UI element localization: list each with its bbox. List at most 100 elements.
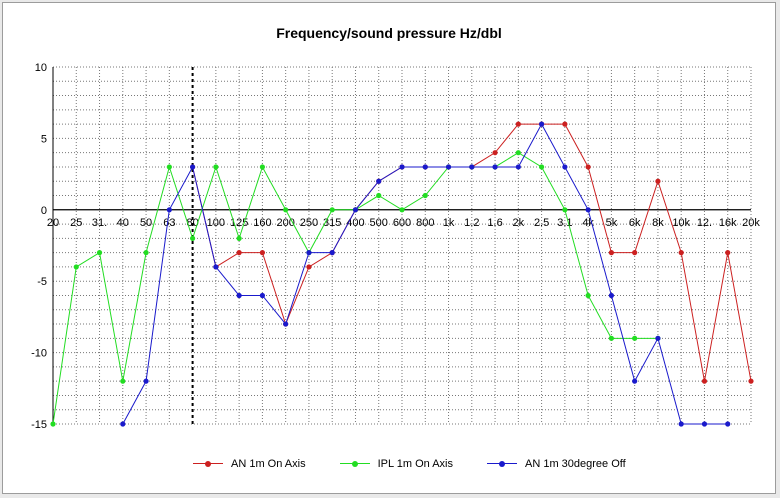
data-point xyxy=(539,121,545,127)
data-point xyxy=(445,164,452,170)
x-tick-label: 20 xyxy=(47,217,59,229)
data-point xyxy=(166,207,172,213)
x-tick-label: 5k xyxy=(606,217,618,229)
data-point xyxy=(213,164,219,170)
data-point xyxy=(515,121,521,127)
legend: AN 1m On Axis IPL 1m On Axis AN 1m 30degre… xyxy=(193,458,660,470)
x-tick-label: 4k xyxy=(582,217,594,229)
x-tick-label: 6k xyxy=(629,217,641,229)
data-point xyxy=(585,164,591,170)
series-line xyxy=(192,123,752,382)
x-tick-label: 315 xyxy=(323,217,341,229)
legend-item: AN 1m 30degree Off xyxy=(486,458,626,470)
chart-title: Frequency/sound pressure Hz/dbl xyxy=(276,25,502,41)
legend-swatch xyxy=(193,459,223,469)
x-tick-label: 3.1 xyxy=(557,217,572,229)
x-tick-label: 8k xyxy=(652,217,664,229)
y-tick-label: -5 xyxy=(37,276,47,288)
data-point xyxy=(585,207,591,213)
data-point xyxy=(166,164,172,170)
data-point xyxy=(632,250,638,256)
data-point xyxy=(725,421,731,427)
data-point xyxy=(120,378,126,384)
data-point xyxy=(329,250,335,256)
data-point xyxy=(306,250,312,256)
data-point xyxy=(376,192,382,199)
legend-swatch xyxy=(486,459,517,469)
data-point xyxy=(120,421,126,427)
x-tick-label: 10k xyxy=(672,217,690,229)
data-point xyxy=(748,378,754,384)
data-point xyxy=(143,250,149,256)
data-point xyxy=(399,164,405,170)
x-tick-label: 25 xyxy=(70,217,82,229)
data-point xyxy=(236,292,242,299)
data-point xyxy=(259,292,265,299)
data-point xyxy=(725,250,731,256)
series-3 xyxy=(120,121,731,427)
data-point xyxy=(562,164,568,170)
data-point xyxy=(422,192,428,199)
data-point xyxy=(143,378,149,384)
data-point xyxy=(701,378,708,384)
x-tick-label: 1.2 xyxy=(464,217,479,229)
data-point xyxy=(515,150,521,156)
data-point xyxy=(50,421,56,427)
series xyxy=(50,121,754,427)
data-point xyxy=(259,164,265,170)
x-tick-label: 50 xyxy=(140,217,152,229)
data-point xyxy=(236,250,242,256)
x-tick-label: 1k xyxy=(443,217,455,229)
data-point xyxy=(259,250,265,256)
data-point xyxy=(608,292,615,299)
y-tick-label: 5 xyxy=(41,133,47,145)
data-point xyxy=(701,421,708,427)
data-point xyxy=(539,164,545,170)
grid xyxy=(52,66,752,425)
y-tick-label: -10 xyxy=(31,348,47,360)
data-point xyxy=(73,264,79,270)
x-tick-label: 2.5 xyxy=(534,217,549,229)
data-point xyxy=(515,164,521,170)
x-tick-label: 250 xyxy=(300,217,318,229)
x-tick-label: 12. xyxy=(697,217,712,229)
data-point xyxy=(236,235,242,241)
y-tick-label: -15 xyxy=(31,419,47,431)
y-tick-label: 0 xyxy=(41,205,47,217)
data-point xyxy=(190,164,196,170)
x-tick-label: 600 xyxy=(393,217,411,229)
x-tick-label: 800 xyxy=(416,217,434,229)
data-point xyxy=(492,164,498,170)
legend-label: AN 1m 30degree Off xyxy=(524,458,626,470)
x-tick-label: 20k xyxy=(742,217,760,229)
legend-item: AN 1m On Axis xyxy=(193,458,306,470)
x-tick-label: 200 xyxy=(276,217,294,229)
data-point xyxy=(96,250,103,256)
data-point xyxy=(352,207,359,213)
legend-label: AN 1m On Axis xyxy=(231,458,306,470)
data-point xyxy=(562,207,568,213)
x-tick-label: 500 xyxy=(370,217,388,229)
data-point xyxy=(422,164,428,170)
y-tick-label: 10 xyxy=(35,62,47,74)
data-point xyxy=(213,264,219,270)
data-point xyxy=(608,250,615,256)
x-tick-label: 40 xyxy=(117,217,129,229)
legend-item: IPL 1m On Axis xyxy=(339,458,453,470)
data-point xyxy=(283,207,289,213)
data-point xyxy=(376,178,382,184)
x-tick-label: 31. xyxy=(92,217,107,229)
data-point xyxy=(469,164,475,170)
data-point xyxy=(585,292,591,299)
data-point xyxy=(632,335,638,341)
data-point xyxy=(608,335,615,341)
data-point xyxy=(632,378,638,384)
data-point xyxy=(329,207,335,213)
data-point xyxy=(655,178,661,184)
data-point xyxy=(399,207,405,213)
data-point xyxy=(678,250,684,256)
x-tick-label: 80 xyxy=(186,217,198,229)
